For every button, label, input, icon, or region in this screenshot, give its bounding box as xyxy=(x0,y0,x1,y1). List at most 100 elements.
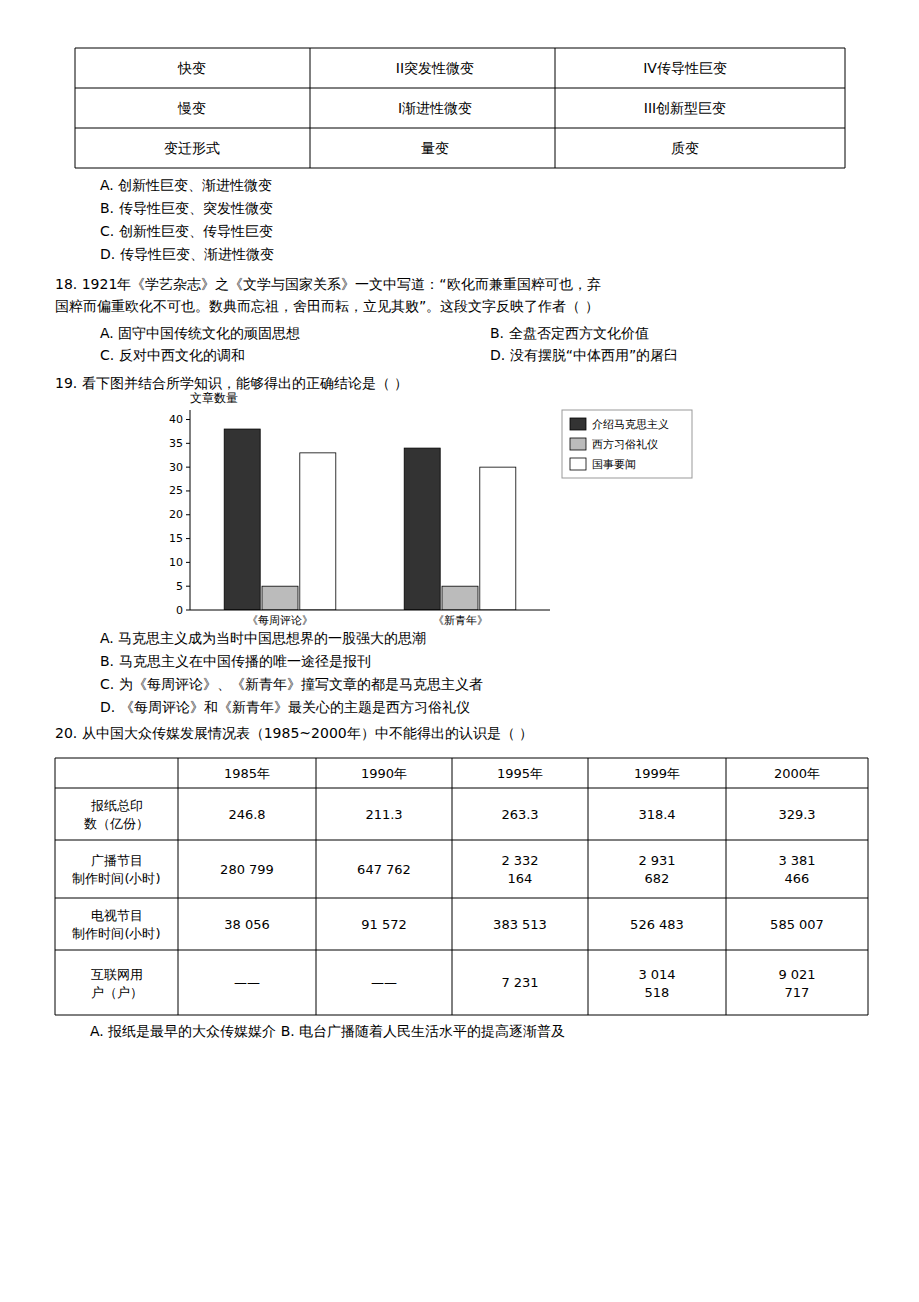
table-rule xyxy=(55,758,868,759)
legend-entry: 国事要闻 xyxy=(592,458,636,471)
table-rule xyxy=(452,758,453,1015)
table-rule xyxy=(55,840,868,841)
table-cell: 263.3 xyxy=(501,807,538,822)
table-rule xyxy=(75,88,845,89)
text-line: 3 014 xyxy=(638,966,675,981)
text-line: 数（亿份） xyxy=(84,816,149,831)
text-line: 466 xyxy=(785,871,810,886)
bar xyxy=(442,586,478,610)
legend-entry: 介绍马克思主义 xyxy=(592,418,669,431)
legend-swatch xyxy=(570,438,586,450)
option: B. 马克思主义在中国传播的唯一途径是报刊 xyxy=(100,653,371,669)
y-tick-label: 5 xyxy=(176,580,183,593)
table-cell: I渐进性微变 xyxy=(398,100,472,116)
table-cell: 质变 xyxy=(671,140,699,156)
question: 18. 1921年《学艺杂志》之《文学与国家关系》一文中写道：“欧化而兼重国粹可… xyxy=(55,276,601,292)
option: A. 报纸是最早的大众传媒媒介 B. 电台广播随着人民生活水平的提高逐渐普及 xyxy=(90,1023,565,1039)
table-cell: 1990年 xyxy=(361,766,407,781)
table-cell: 3 014 518 xyxy=(638,966,675,999)
x-tick-label: 《每周评论》 xyxy=(247,614,313,627)
bar xyxy=(262,586,298,610)
text-line: 9 021 xyxy=(778,966,815,981)
table-cell: 1985年 xyxy=(224,766,270,781)
y-tick xyxy=(186,419,190,420)
table-cell: 2 931682 xyxy=(638,853,675,886)
y-tick xyxy=(186,610,190,611)
table-cell: 9 021717 xyxy=(778,966,815,999)
option: C. 为《每周评论》、《新青年》撞写文章的都是马克思主义者 xyxy=(100,676,483,692)
table-cell: 647 762 xyxy=(357,862,411,877)
page: 快变II突发性微变IV传导性巨变慢变I渐进性微变III创新型巨变变迁形式量变质变… xyxy=(0,0,919,1302)
option: A. 固守中国传统文化的顽固思想 xyxy=(100,325,300,341)
table-2: 1985年1990年1995年1999年2000年报纸总印数（亿份）广播节目制作… xyxy=(55,758,868,1015)
table-rule xyxy=(75,48,845,49)
legend-frame xyxy=(562,410,692,478)
table-cell: 318.4 xyxy=(638,807,675,822)
table-cell: 2 332164 xyxy=(501,853,538,886)
text-line: 3 381 xyxy=(778,853,815,868)
table-cell: 1995年 xyxy=(497,766,543,781)
table-rule xyxy=(555,48,556,168)
y-tick xyxy=(186,467,190,468)
y-tick-label: 0 xyxy=(176,604,183,617)
y-tick xyxy=(186,586,190,587)
table-cell: 526 483 xyxy=(630,917,684,932)
bar xyxy=(224,429,260,610)
y-tick xyxy=(186,490,190,491)
table-cell: IV传导性巨变 xyxy=(643,60,727,76)
table-rule xyxy=(75,48,76,168)
table-cell: 1999年 xyxy=(634,766,680,781)
table-cell: 变迁形式 xyxy=(164,140,220,156)
table-rule xyxy=(55,758,56,1015)
y-tick xyxy=(186,443,190,444)
bar-chart: 文章数量0510152025303540《每周评论》《新青年》介绍马克思主义西方… xyxy=(169,391,692,627)
table-cell: 383 513 xyxy=(493,917,547,932)
text-line: 报纸总印 xyxy=(90,798,143,813)
table-rule xyxy=(55,898,868,899)
table-rule xyxy=(75,168,845,169)
table-cell: III创新型巨变 xyxy=(644,100,726,116)
legend: 介绍马克思主义西方习俗礼仪国事要闻 xyxy=(562,410,692,478)
table-cell: 2000年 xyxy=(774,766,820,781)
table-rule xyxy=(55,1015,868,1016)
table-rule xyxy=(75,128,845,129)
y-tick-label: 40 xyxy=(169,413,183,426)
table-rule xyxy=(310,48,311,168)
y-tick-label: 25 xyxy=(169,484,183,497)
bar xyxy=(480,467,516,610)
question: 20. 从中国大众传媒发展情况表（1985~2000年）中不能得出的认识是（ ） xyxy=(55,725,533,741)
y-tick-label: 30 xyxy=(169,461,183,474)
y-tick xyxy=(186,514,190,515)
text-line: 制作时间(小时) xyxy=(72,926,160,941)
option: B. 传导性巨变、突发性微变 xyxy=(100,200,273,216)
text-line: 广播节目 xyxy=(91,853,143,868)
text-line: 户（户） xyxy=(91,984,143,999)
table-rule xyxy=(868,758,869,1015)
table-cell: 329.3 xyxy=(778,807,815,822)
option: A. 创新性巨变、渐进性微变 xyxy=(100,177,272,193)
text-line: 电视节目 xyxy=(91,908,143,923)
table-cell: 广播节目制作时间(小时) xyxy=(72,853,160,886)
y-tick-label: 15 xyxy=(169,532,183,545)
table-cell: 585 007 xyxy=(770,917,824,932)
table-cell: II突发性微变 xyxy=(396,60,474,76)
question: 19. 看下图并结合所学知识，能够得出的正确结论是（ ） xyxy=(55,375,408,391)
legend-swatch xyxy=(570,418,586,430)
option: D. 没有摆脱“中体西用”的屠臼 xyxy=(490,347,678,363)
option: C. 反对中西文化的调和 xyxy=(100,347,245,363)
table-cell: 快变 xyxy=(177,60,206,76)
table-1: 快变II突发性微变IV传导性巨变慢变I渐进性微变III创新型巨变变迁形式量变质变 xyxy=(75,48,845,168)
y-tick-label: 20 xyxy=(169,508,183,521)
bar xyxy=(404,448,440,610)
table-rule xyxy=(588,758,589,1015)
bars xyxy=(224,429,516,610)
option: B. 全盘否定西方文化价值 xyxy=(490,325,649,341)
text-line: 518 xyxy=(645,984,670,999)
table-cell: 246.8 xyxy=(228,807,265,822)
text-line: 2 931 xyxy=(638,853,675,868)
table-cell: 电视节目制作时间(小时) xyxy=(72,908,160,941)
legend-entry: 西方习俗礼仪 xyxy=(592,438,658,451)
table-cell: 报纸总印数（亿份） xyxy=(84,798,149,831)
table-cell: 91 572 xyxy=(361,917,407,932)
table-cell: 3 381 466 xyxy=(778,853,815,886)
